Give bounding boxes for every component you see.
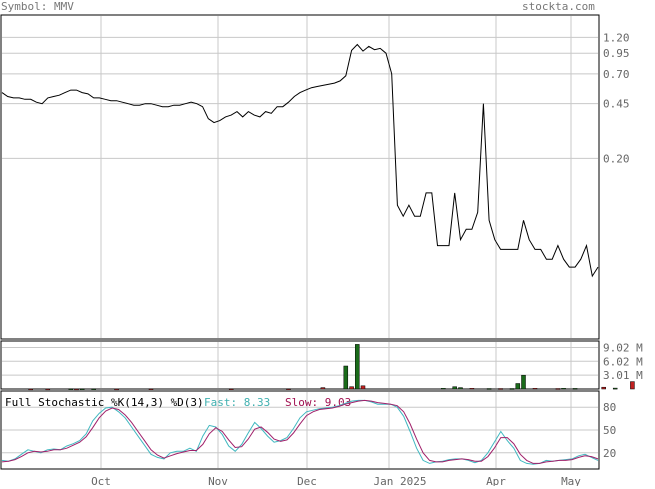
volume-bar — [343, 365, 349, 390]
stochastic-title: Full Stochastic %K(14,3) %D(3) — [5, 396, 204, 409]
volume-bar — [498, 388, 503, 390]
volume-bar — [441, 388, 446, 390]
volume-bar — [601, 386, 606, 390]
volume-bar — [612, 387, 618, 390]
volume-bar — [355, 344, 360, 390]
stochastic-panel-frame — [0, 390, 600, 470]
volume-bar — [532, 388, 538, 390]
volume-bar — [228, 388, 234, 390]
stochastic-fast-label: Fast: 8.33 — [204, 396, 270, 409]
volume-bar — [286, 388, 291, 390]
volume-bar — [469, 388, 475, 390]
price-axis-ticks: 1.20 0.95 0.70 0.45 0.20 — [603, 31, 630, 165]
stochastic-tick-label: 50 — [603, 424, 616, 437]
stochastic-grid — [2, 406, 598, 454]
volume-bar — [486, 388, 492, 390]
x-axis-label: Apr — [486, 475, 506, 486]
volume-bar — [555, 388, 561, 390]
volume-bar — [148, 388, 154, 390]
volume-tick-label: 6.02 M — [603, 355, 643, 368]
volume-bar — [320, 387, 326, 390]
volume-bar — [74, 388, 79, 391]
x-axis-label: May — [561, 475, 581, 486]
stochastic-tick-label: 20 — [603, 447, 616, 460]
volume-bar — [114, 388, 119, 391]
volume-bar — [561, 388, 566, 390]
price-tick-label: 0.95 — [603, 47, 630, 60]
volume-bar — [45, 388, 51, 391]
volume-grid — [2, 347, 598, 376]
price-panel-frame — [0, 14, 600, 340]
price-tick-label: 0.45 — [603, 98, 630, 111]
volume-bar — [509, 388, 515, 390]
x-axis-label: Nov — [208, 475, 228, 486]
site-watermark: stockta.com — [522, 0, 595, 13]
price-tick-label: 1.20 — [603, 31, 630, 44]
stochastic-slow-label: Slow: 9.03 — [285, 396, 351, 409]
x-axis-labels: Oct Nov Dec Jan 2025 Apr May — [91, 475, 581, 488]
volume-panel: 3.01 M6.02 M9.02 M — [0, 340, 643, 391]
stochastic-tick-label: 80 — [603, 401, 616, 414]
x-axis-label: Dec — [297, 475, 317, 486]
volume-tick-label: 3.01 M — [603, 369, 643, 382]
volume-bar — [79, 388, 85, 390]
stochastic-panel: 20 50 80 Full Stochastic %K(14,3) %D(3) Fa… — [0, 390, 616, 470]
symbol-label: Symbol: MMV — [1, 0, 74, 13]
stochastic-fast-line — [1, 399, 599, 465]
volume-bar — [28, 388, 33, 391]
price-tick-label: 0.70 — [603, 68, 630, 81]
volume-bar — [68, 388, 74, 390]
volume-axis-ticks: 3.01 M6.02 M9.02 M — [603, 342, 643, 383]
volume-tick-label: 9.02 M — [603, 342, 643, 355]
stochastic-axis-ticks: 20 50 80 — [603, 401, 616, 460]
volume-bar — [349, 386, 354, 390]
x-axis-label: Jan 2025 — [374, 475, 427, 486]
price-tick-label: 0.20 — [603, 152, 630, 165]
volume-bar — [630, 381, 635, 390]
volume-bar — [360, 385, 366, 390]
volume-bar — [572, 388, 578, 390]
stochastic-slow-line — [1, 399, 599, 464]
price-grid — [2, 36, 598, 159]
volume-bar — [458, 387, 463, 390]
volume-bar — [515, 383, 521, 390]
volume-bar — [91, 388, 96, 390]
volume-bar — [521, 374, 526, 390]
volume-bars — [28, 344, 635, 391]
volume-bar — [452, 386, 457, 390]
volume-panel-frame — [0, 340, 600, 390]
x-axis-label: Oct — [91, 475, 111, 486]
price-line — [1, 43, 599, 278]
